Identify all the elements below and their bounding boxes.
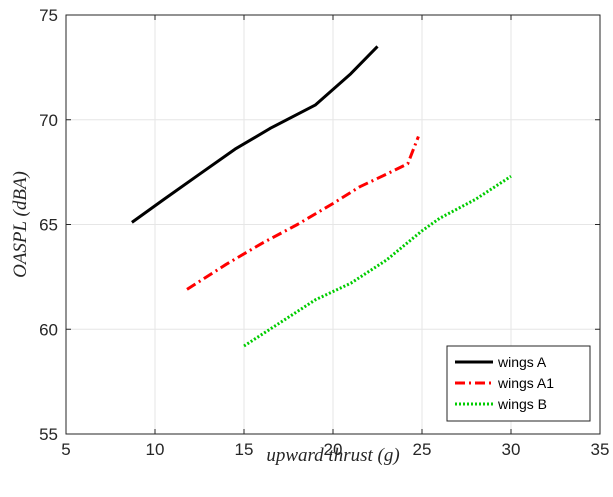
legend-entry-label: wings B [497,396,547,412]
y-tick-label: 55 [39,425,58,444]
y-tick-label: 60 [39,320,58,339]
grid-lines [66,15,600,434]
x-axis-label: upward thrust (g) [266,445,399,466]
x-tick-label: 20 [324,440,343,459]
y-tick-label: 65 [39,216,58,235]
y-axis-label: OASPL (dBA) [10,171,31,278]
series-lines [131,45,512,348]
x-tick-label: 25 [413,440,432,459]
x-tick-label: 30 [502,440,521,459]
y-tick-label: 70 [39,111,58,130]
legend-entry-label: wings A1 [497,375,554,391]
x-tick-label: 10 [146,440,165,459]
legend-entry-label: wings A [497,354,547,370]
series-line-wings-a1 [186,135,420,291]
axis-ticks: 5 10 15 20 25 30 35 55 60 65 70 75 [39,6,609,459]
x-tick-label: 35 [591,440,610,459]
series-line-wings-b [243,175,512,348]
series-line-wings-a [131,45,379,224]
legend: wings A wings A1 wings B [446,345,591,422]
x-tick-label: 5 [61,440,70,459]
x-tick-label: 15 [235,440,254,459]
y-tick-label: 75 [39,6,58,25]
